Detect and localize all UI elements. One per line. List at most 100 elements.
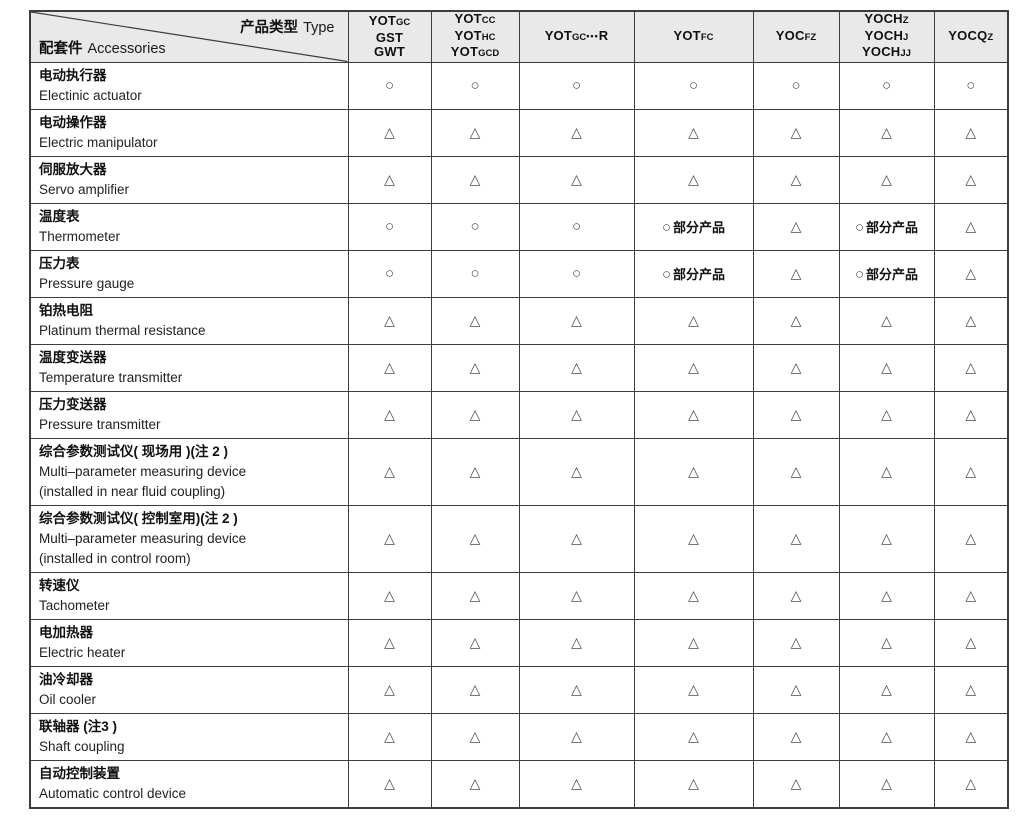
accessory-name-cn: 温度变送器 — [39, 349, 107, 365]
circle-symbol: ○ — [384, 217, 395, 235]
table-row: 综合参数测试仪( 控制室用)(注 2 ) Multi–parameter meas… — [29, 504, 1009, 573]
compatibility-cell: ○ — [518, 249, 635, 298]
compatibility-cell: △ — [430, 296, 520, 345]
accessory-name-en: Multi–parameter measuring device — [39, 463, 247, 479]
triangle-symbol: △ — [881, 633, 892, 650]
compatibility-cell: ○ — [633, 61, 754, 110]
triangle-symbol: △ — [384, 170, 395, 187]
model-text: YOCH — [864, 11, 903, 26]
triangle-symbol: △ — [384, 529, 395, 546]
model-text: YOC — [775, 27, 805, 43]
compatibility-cell: △ — [518, 665, 635, 714]
compatibility-cell: △ — [633, 296, 754, 345]
model-line: YOTGC — [349, 13, 431, 31]
accessory-name-en: Pressure transmitter — [39, 416, 161, 432]
model-dots: ••• — [586, 30, 599, 41]
table-row: 综合参数测试仪( 现场用 )(注 2 ) Multi–parameter meas… — [29, 437, 1009, 506]
model-text: YOT — [450, 44, 479, 59]
model-line: GST — [349, 30, 431, 46]
accessory-name-cn: 压力变送器 — [39, 396, 107, 412]
col-yocq-z: YOCQZ — [933, 10, 1009, 63]
compatibility-cell: △ — [752, 571, 840, 620]
triangle-symbol: △ — [881, 123, 892, 140]
accessory-name-en: Automatic control device — [39, 785, 187, 801]
accessory-label-cell: 综合参数测试仪( 现场用 )(注 2 ) Multi–parameter meas… — [29, 437, 349, 506]
triangle-symbol: △ — [790, 633, 802, 650]
compatibility-cell: △ — [633, 155, 754, 204]
triangle-symbol: △ — [965, 680, 977, 697]
compatibility-cell: △ — [838, 296, 935, 345]
triangle-symbol: △ — [965, 774, 977, 791]
compatibility-cell: △ — [838, 155, 935, 204]
model-subscript: Z — [987, 31, 994, 43]
accessory-name-cn: 综合参数测试仪( 现场用 )(注 2 ) — [39, 443, 228, 459]
compatibility-cell: △ — [633, 390, 754, 439]
accessory-name-en: Temperature transmitter — [39, 369, 183, 385]
accessory-name-en: Pressure gauge — [39, 275, 135, 291]
compatibility-cell: △ — [752, 390, 840, 439]
triangle-symbol: △ — [571, 123, 582, 140]
compatibility-cell: ○ 部分产品 — [838, 202, 935, 251]
compatibility-cell: △ — [752, 504, 840, 573]
accessory-name-en: Servo amplifier — [39, 181, 130, 197]
product-type-label-en: Type — [303, 20, 335, 36]
compatibility-cell: △ — [347, 390, 432, 439]
triangle-symbol: △ — [965, 633, 977, 650]
compatibility-cell: ○ 部分产品 — [633, 202, 754, 251]
compatibility-cell: △ — [933, 504, 1009, 573]
compatibility-cell: △ — [518, 712, 635, 761]
triangle-symbol: △ — [469, 586, 481, 603]
circle-symbol: ○ — [470, 217, 480, 235]
triangle-symbol: △ — [384, 586, 395, 603]
model-line: YOTHC — [432, 28, 519, 46]
compatibility-cell: △ — [633, 759, 754, 808]
product-type-header: 产品类型 Type — [240, 16, 334, 37]
compatibility-cell: ○ — [347, 249, 432, 298]
triangle-symbol: △ — [571, 586, 582, 603]
table-row: 联轴器 (注3 ) Shaft coupling △ △ △ △ △ △ △ — [29, 712, 1009, 761]
model-text: YOCH — [862, 44, 901, 59]
triangle-symbol: △ — [469, 529, 481, 546]
accessory-name-cn: 电加热器 — [39, 624, 93, 640]
triangle-symbol: △ — [688, 680, 699, 697]
triangle-symbol: △ — [384, 123, 395, 140]
compatibility-cell: △ — [633, 343, 754, 392]
compatibility-cell: ○ 部分产品 — [838, 249, 935, 298]
compatibility-cell: △ — [933, 618, 1009, 667]
compatibility-cell: △ — [933, 343, 1009, 392]
col-yot-fc: YOTFC — [633, 10, 754, 63]
triangle-symbol: △ — [571, 774, 582, 791]
accessory-name-cn: 压力表 — [39, 255, 80, 271]
compatibility-cell: △ — [838, 665, 935, 714]
accessory-label-cell: 油冷却器 Oil cooler — [29, 665, 349, 714]
compatibility-cell: △ — [752, 759, 840, 808]
triangle-symbol: △ — [469, 170, 481, 187]
compatibility-cell: △ — [518, 108, 635, 157]
compatibility-cell: △ — [933, 665, 1009, 714]
triangle-symbol: △ — [965, 586, 977, 603]
model-text: YOT — [544, 27, 573, 43]
triangle-symbol: △ — [688, 405, 699, 422]
triangle-symbol: △ — [790, 264, 802, 281]
triangle-symbol: △ — [469, 123, 481, 140]
compatibility-cell: △ — [430, 665, 520, 714]
model-line: YOTFC — [635, 27, 753, 46]
triangle-symbol: △ — [469, 311, 481, 328]
table-row: 电动执行器 Electinic actuator ○ ○ ○ ○ ○ ○ ○ — [29, 61, 1009, 110]
compatibility-cell: △ — [838, 437, 935, 506]
model-subscript: HC — [481, 31, 496, 43]
triangle-symbol: △ — [384, 774, 395, 791]
compatibility-cell: △ — [347, 504, 432, 573]
corner-header-cell: 产品类型 Type 配套件 Accessories — [29, 10, 349, 63]
triangle-symbol: △ — [881, 462, 892, 479]
compatibility-cell: △ — [933, 108, 1009, 157]
triangle-symbol: △ — [688, 774, 699, 791]
compatibility-cell: △ — [518, 504, 635, 573]
compatibility-cell: ○ — [347, 61, 432, 110]
compatibility-cell: ○ — [518, 61, 635, 110]
partial-products-label: 部分产品 — [866, 266, 919, 282]
triangle-symbol: △ — [688, 462, 699, 479]
model-text: YOT — [673, 27, 701, 43]
accessory-label-cell: 伺服放大器 Servo amplifier — [29, 155, 349, 204]
